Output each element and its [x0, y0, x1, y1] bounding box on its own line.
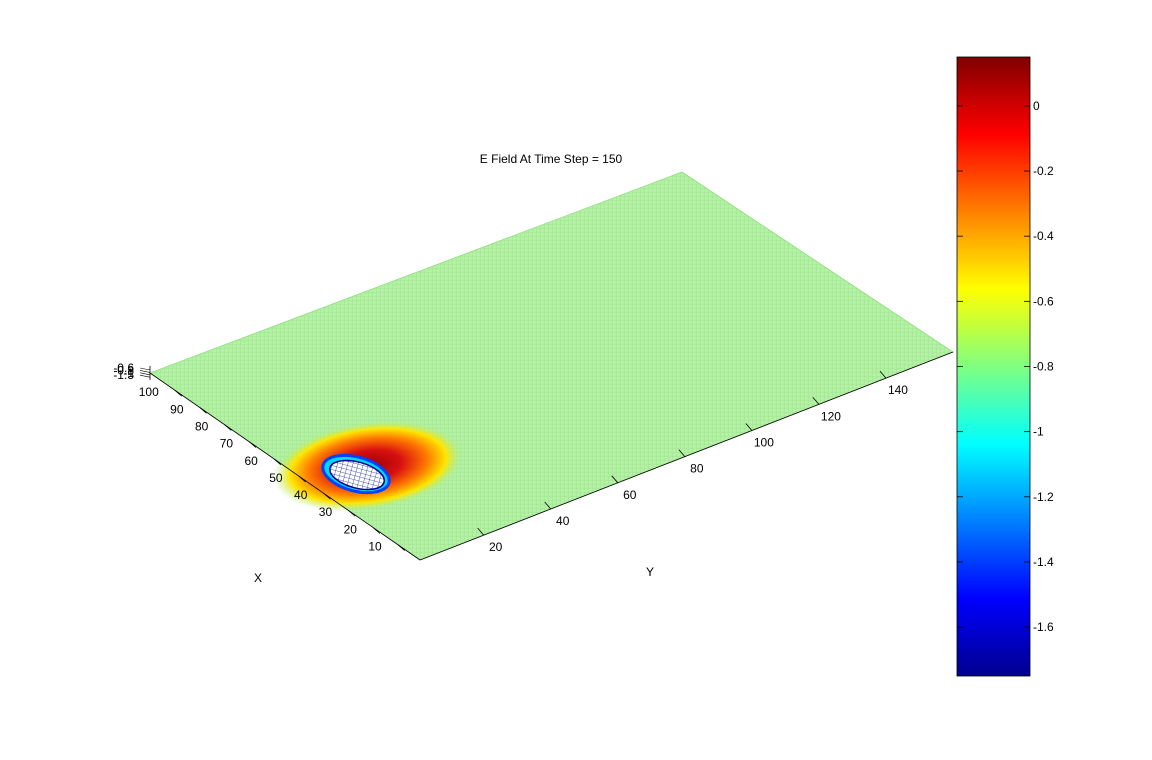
x-tick-label: 10 [368, 540, 382, 554]
z-tick-label: -1.5 [113, 368, 134, 382]
y-tick-mark [812, 397, 820, 405]
surface-trough [328, 459, 386, 491]
colorbar-tick-label: -1.2 [1033, 490, 1054, 504]
y-tick-mark [678, 449, 686, 457]
x-axis-label: X [254, 571, 262, 585]
y-tick-label: 60 [623, 488, 637, 502]
x-tick-mark [199, 407, 207, 414]
y-tick-label: 80 [690, 462, 704, 476]
y-tick-mark [879, 370, 887, 379]
x-tick-mark [248, 441, 257, 448]
x-tick-mark [298, 475, 306, 483]
colorbar-tick-label: -1 [1033, 425, 1044, 439]
z-tick-label: -0.6 [113, 361, 134, 375]
y-axis-label: Y [646, 565, 654, 579]
z-axis-ticks: -0.6-0.8-1-1.5 [113, 361, 151, 382]
x-tick-label: 100 [139, 385, 159, 399]
x-tick-label: 70 [220, 437, 234, 451]
y-tick-mark [745, 423, 753, 431]
surface-plane [149, 171, 954, 561]
x-tick-label: 50 [269, 471, 283, 485]
z-tick-label: -0.8 [113, 363, 134, 377]
x-tick-label: 80 [195, 419, 209, 433]
x-tick-mark [372, 527, 381, 534]
x-tick-label: 40 [294, 488, 308, 502]
x-tick-mark [174, 389, 183, 397]
colorbar-ticks: 0 -0.2 -0.4 -0.6 -0.8 -1 -1.2 -1.4 -1.6 [957, 99, 1054, 634]
z-tick-label: -1 [123, 366, 134, 380]
colorbar-gradient [956, 56, 1031, 677]
y-axis-ticks: 20 40 60 80 100 120 140 [477, 370, 908, 554]
y-tick-mark [477, 527, 484, 536]
colorbar-tick-label: -0.4 [1033, 229, 1054, 243]
y-tick-label: 120 [821, 409, 841, 423]
x-tick-label: 20 [344, 522, 358, 536]
x-tick-mark [397, 544, 405, 551]
y-tick-mark [611, 475, 619, 484]
x-tick-label: 90 [170, 402, 184, 416]
z-tick-mark [139, 374, 151, 378]
y-tick-label: 40 [556, 514, 570, 528]
z-tick-mark [139, 372, 151, 376]
surface-plot [149, 171, 954, 561]
colorbar-tick-label: -0.8 [1033, 360, 1054, 374]
x-tick-mark [273, 458, 282, 466]
colorbar-tick-label: -0.2 [1033, 164, 1054, 178]
colorbar-tick-label: -1.4 [1033, 555, 1054, 569]
z-tick-mark [139, 367, 151, 371]
x-tick-mark [323, 492, 331, 500]
z-tick-mark [139, 370, 151, 373]
y-tick-label: 20 [489, 540, 503, 554]
colorbar-tick-label: 0 [1033, 99, 1040, 113]
y-tick-label: 100 [754, 435, 774, 449]
y-tick-mark [544, 501, 552, 510]
chart-title: E Field At Time Step = 150 [480, 152, 623, 166]
colorbar: 0 -0.2 -0.4 -0.6 -0.8 -1 -1.2 -1.4 -1.6 [956, 56, 1054, 677]
x-tick-label: 30 [319, 505, 333, 519]
y-axis-line [419, 351, 954, 561]
x-tick-mark [347, 509, 356, 517]
y-tick-label: 140 [888, 383, 908, 397]
colorbar-tick-label: -0.6 [1033, 294, 1054, 308]
colorbar-tick-label: -1.6 [1033, 620, 1054, 634]
x-axis-ticks: 10 20 30 40 50 60 70 80 90 100 [139, 385, 405, 554]
x-tick-mark [224, 424, 232, 431]
x-tick-label: 60 [244, 454, 258, 468]
